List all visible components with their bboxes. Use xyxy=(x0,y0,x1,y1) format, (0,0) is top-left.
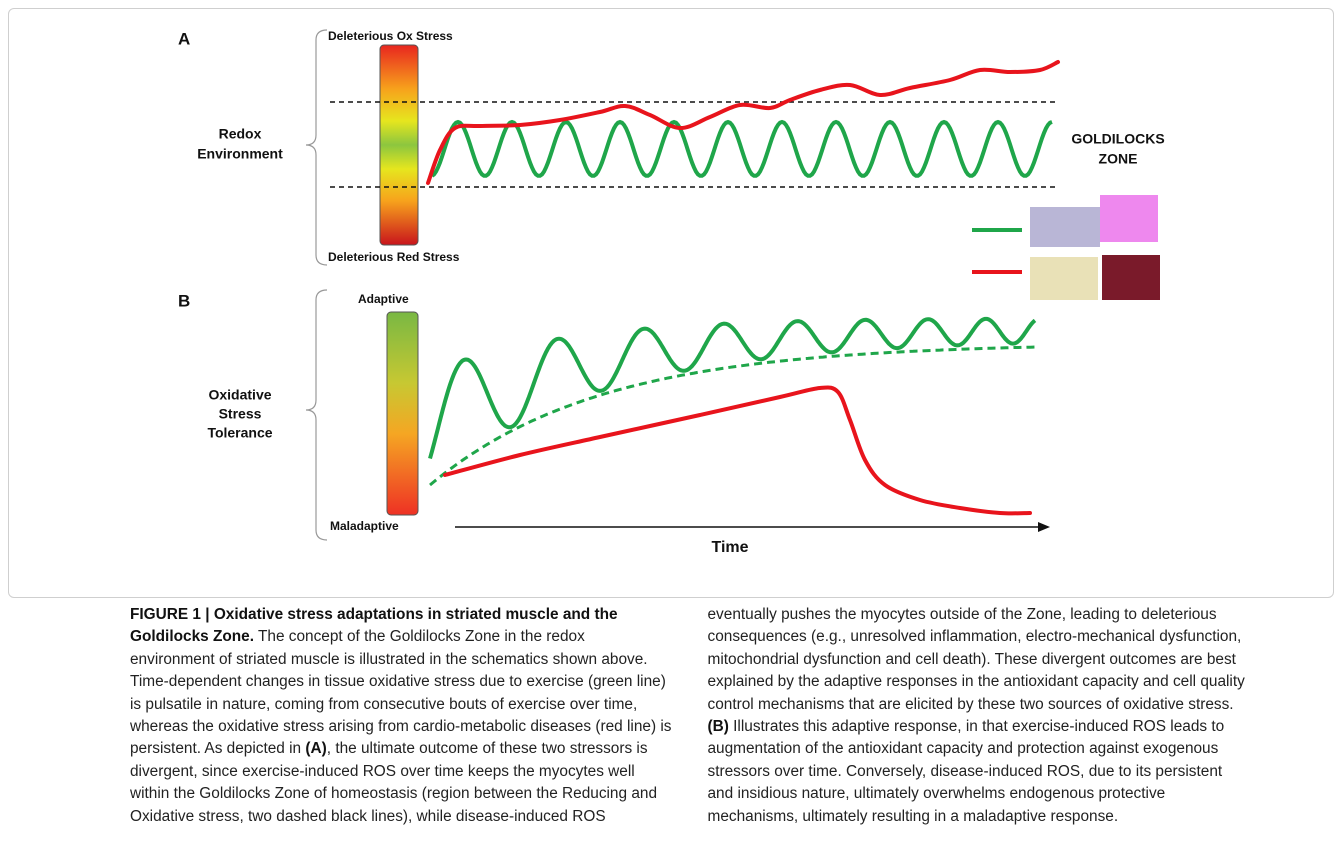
x-axis-label: Time xyxy=(711,539,748,556)
caption-text: , the ultimate outcome of these two stre… xyxy=(130,606,1245,825)
heart-icon xyxy=(1102,255,1160,300)
gradient-bar xyxy=(379,44,419,246)
exercise-icon xyxy=(1100,195,1158,242)
disease-curve xyxy=(426,60,1060,185)
bracket xyxy=(305,289,328,541)
caption-text: The concept of the Goldilocks Zone in th… xyxy=(130,628,672,758)
food-icon xyxy=(1030,257,1098,300)
disease-curve xyxy=(443,385,1032,516)
axis-label: Stress xyxy=(219,406,262,422)
gradient-bar xyxy=(386,311,419,516)
axis-label: Tolerance xyxy=(207,425,272,441)
baseline-curve xyxy=(429,345,1040,487)
figure-frame xyxy=(8,8,1334,598)
panel-label: A xyxy=(178,29,190,48)
bracket xyxy=(305,29,328,266)
zone-label: ZONE xyxy=(1099,151,1138,167)
bottom-label: Deleterious Red Stress xyxy=(328,250,460,264)
axis-label: Oxidative xyxy=(208,387,271,403)
caption-text: Illustrates this adaptive response, in t… xyxy=(707,718,1225,825)
exercise-curve xyxy=(428,316,1037,460)
bottom-label: Maladaptive xyxy=(330,519,399,533)
panel-label: B xyxy=(178,291,190,310)
axis-label: Environment xyxy=(197,146,283,162)
axis-label: Redox xyxy=(219,126,262,142)
caption-text: (A) xyxy=(305,740,327,758)
caption-text: (B) xyxy=(707,718,729,736)
figure: A Deleterious Ox Stress Deleterious Red … xyxy=(178,29,1165,556)
caption-title: FIGURE 1 | Oxidative stress adaptations … xyxy=(130,606,618,646)
top-label: Adaptive xyxy=(358,292,409,306)
zone-label: GOLDILOCKS xyxy=(1071,131,1164,147)
arrow-head xyxy=(1038,522,1050,532)
exercise-curve xyxy=(430,119,1053,178)
top-label: Deleterious Ox Stress xyxy=(328,29,453,43)
caption: FIGURE 1 | Oxidative stress adaptations … xyxy=(130,604,1250,828)
exercise-icon xyxy=(1030,207,1100,247)
